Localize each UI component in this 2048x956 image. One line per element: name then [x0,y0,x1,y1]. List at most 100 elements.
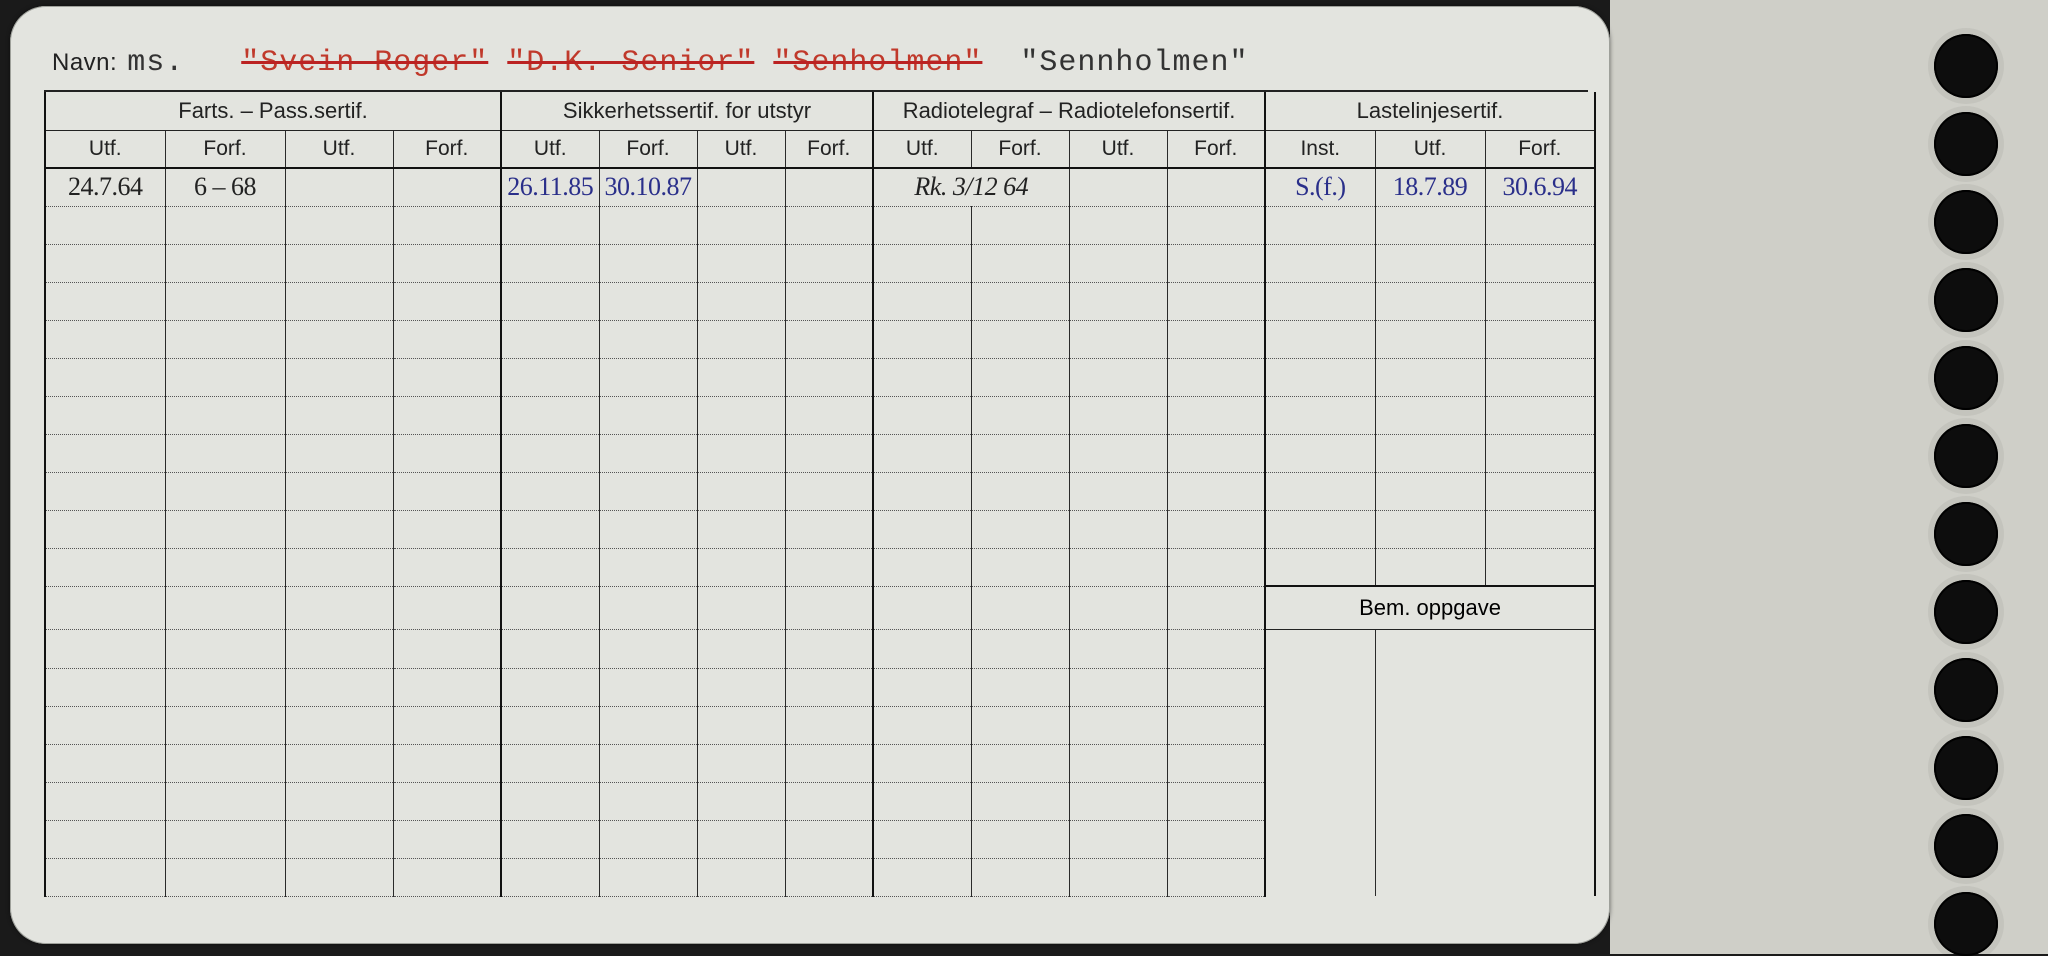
empty-cell [1167,820,1265,858]
empty-cell [45,668,165,706]
empty-cell [873,206,971,244]
empty-cell [285,510,393,548]
empty-cell [165,586,285,630]
empty-cell [285,206,393,244]
binder-hole [1934,112,1998,176]
table-row [45,320,1595,358]
empty-cell [165,434,285,472]
empty-cell [873,586,971,630]
empty-cell [1069,586,1167,630]
empty-cell [45,782,165,820]
empty-cell [971,858,1069,896]
empty-cell [165,782,285,820]
empty-cell [599,434,697,472]
name-current: "Sennholmen" [1020,46,1248,80]
navn-label: Navn: [52,49,117,77]
empty-cell [165,282,285,320]
empty-cell [785,396,873,434]
col-sikker-forf1: Forf. [599,131,697,169]
empty-cell [1485,282,1595,320]
empty-cell [393,820,501,858]
empty-cell [697,744,785,782]
empty-cell [1375,282,1485,320]
empty-cell [285,434,393,472]
empty-cell [599,320,697,358]
card-content: Navn: ms. "Svein Roger" "D.K. Senior" "S… [44,42,1588,918]
table-row: Bem. oppgave [45,586,1595,630]
empty-cell [971,586,1069,630]
empty-cell [599,244,697,282]
empty-cell [1485,434,1595,472]
empty-cell [1069,668,1167,706]
name-struck-3: "Senholmen" [773,46,982,80]
empty-cell [599,206,697,244]
empty-cell [1167,358,1265,396]
typed-prefix: ms. [127,46,184,80]
laste-inst: S.(f.) [1265,168,1375,206]
empty-cell [285,820,393,858]
empty-cell [1069,320,1167,358]
name-row: Navn: ms. "Svein Roger" "D.K. Senior" "S… [44,42,1588,92]
empty-cell [1069,706,1167,744]
binder-hole [1934,736,1998,800]
col-laste-inst: Inst. [1265,131,1375,169]
empty-cell [1167,858,1265,896]
empty-cell [697,668,785,706]
empty-cell [501,744,599,782]
empty-cell [599,858,697,896]
empty-cell [501,206,599,244]
farts-utf1: 24.7.64 [45,168,165,206]
empty-cell [971,820,1069,858]
empty-cell [785,744,873,782]
empty-cell [45,706,165,744]
empty-cell [393,548,501,586]
empty-cell [45,206,165,244]
bem-cell [1265,668,1595,706]
empty-cell [1265,358,1375,396]
empty-cell [697,358,785,396]
table-row [45,858,1595,896]
empty-cell [697,282,785,320]
empty-cell [393,630,501,669]
empty-cell [1485,244,1595,282]
empty-cell [1485,358,1595,396]
col-sikker-utf1: Utf. [501,131,599,169]
table-row [45,358,1595,396]
empty-cell [285,706,393,744]
radio-utf1: Rk. 3/12 64 [873,168,1069,206]
empty-cell [697,320,785,358]
section-radio: Radiotelegraf – Radiotelefonsertif. [873,92,1265,131]
col-farts-utf2: Utf. [285,131,393,169]
empty-cell [1375,434,1485,472]
empty-cell [501,472,599,510]
empty-cell [971,472,1069,510]
empty-cell [599,510,697,548]
empty-cell [1265,510,1375,548]
empty-cell [697,586,785,630]
empty-cell [971,320,1069,358]
empty-cell [285,358,393,396]
empty-cell [697,396,785,434]
index-card: Navn: ms. "Svein Roger" "D.K. Senior" "S… [10,6,1610,944]
empty-cell [285,548,393,586]
section-laste: Lastelinjesertif. [1265,92,1595,131]
col-farts-utf1: Utf. [45,131,165,169]
empty-cell [1167,630,1265,669]
empty-cell [393,510,501,548]
empty-cell [393,396,501,434]
empty-cell [501,396,599,434]
empty-cell [165,320,285,358]
empty-cell [785,668,873,706]
empty-cell [393,668,501,706]
section-sikker: Sikkerhetssertif. for utstyr [501,92,873,131]
table-row [45,282,1595,320]
empty-cell [165,244,285,282]
empty-cell [45,820,165,858]
empty-cell [1069,548,1167,586]
empty-cell [165,358,285,396]
empty-cell [785,510,873,548]
bem-cell [1265,820,1595,858]
empty-cell [873,858,971,896]
empty-cell [1265,206,1375,244]
empty-cell [785,320,873,358]
